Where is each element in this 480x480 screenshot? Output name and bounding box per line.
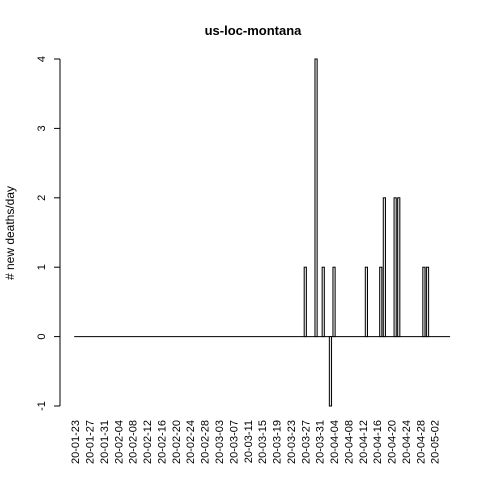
x-tick-label: 20-05-02 [430, 420, 442, 464]
x-tick-label: 20-02-28 [200, 420, 212, 464]
y-axis: -1 0 1 2 3 4 [36, 56, 61, 411]
x-tick-label: 20-03-15 [257, 420, 269, 464]
bar [314, 58, 318, 338]
x-tick-label: 20-03-07 [228, 420, 240, 464]
bar [425, 266, 430, 338]
x-tick-label: 20-04-04 [329, 420, 341, 464]
y-axis-label: # new deaths/day [3, 186, 17, 280]
bar [321, 266, 325, 338]
y-tick-label: 2 [36, 195, 48, 201]
x-tick-label: 20-02-24 [185, 420, 197, 464]
x-tick-label: 20-03-23 [286, 420, 298, 464]
x-tick-label: 20-02-20 [171, 420, 183, 464]
y-tick-label: 0 [36, 334, 48, 340]
x-tick-label: 20-01-31 [99, 420, 111, 464]
bar [382, 197, 386, 338]
y-tick-label: 4 [36, 56, 48, 62]
x-tick-label: 20-01-27 [85, 420, 97, 464]
bar [303, 266, 307, 338]
x-tick-label: 20-03-27 [300, 420, 312, 464]
x-axis: 20-01-23 20-01-27 20-01-31 20-02-04 20-02-08… [70, 420, 442, 464]
bars [74, 58, 451, 407]
bar [393, 197, 397, 338]
bar [379, 266, 383, 338]
bar [422, 266, 426, 338]
x-tick-label: 20-04-20 [387, 420, 399, 464]
x-tick-label: 20-04-28 [415, 420, 427, 464]
x-tick-label: 20-02-04 [113, 420, 125, 464]
x-tick-label: 20-02-12 [142, 420, 154, 464]
bar [332, 266, 336, 338]
x-tick-label: 20-04-12 [358, 420, 370, 464]
x-tick-label: 20-02-08 [128, 420, 140, 464]
x-tick-label: 20-03-03 [214, 420, 226, 464]
x-tick-label: 20-03-11 [243, 420, 255, 463]
x-tick-label: 20-04-16 [372, 420, 384, 464]
x-tick-label: 20-02-16 [156, 420, 168, 464]
bar [397, 197, 401, 338]
x-tick-label: 20-03-31 [315, 420, 327, 464]
y-tick-label: -1 [36, 401, 48, 411]
bar [328, 336, 333, 407]
chart-title: us-loc-montana [205, 23, 303, 38]
bar [364, 266, 368, 338]
x-tick-label: 20-03-19 [272, 420, 284, 464]
y-tick-label: 3 [36, 125, 48, 131]
x-tick-label: 20-04-08 [343, 420, 355, 464]
x-tick-label: 20-01-23 [70, 420, 82, 464]
x-tick-label: 20-04-24 [401, 420, 413, 464]
y-tick-label: 1 [36, 264, 48, 270]
